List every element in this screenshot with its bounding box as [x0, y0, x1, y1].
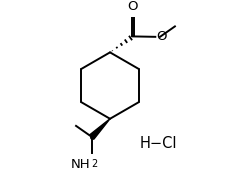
Text: 2: 2 — [91, 159, 98, 169]
Polygon shape — [90, 119, 110, 139]
Text: O: O — [128, 0, 138, 13]
Text: NH: NH — [70, 158, 90, 171]
Text: O: O — [156, 30, 167, 43]
Text: H−Cl: H−Cl — [140, 136, 177, 151]
